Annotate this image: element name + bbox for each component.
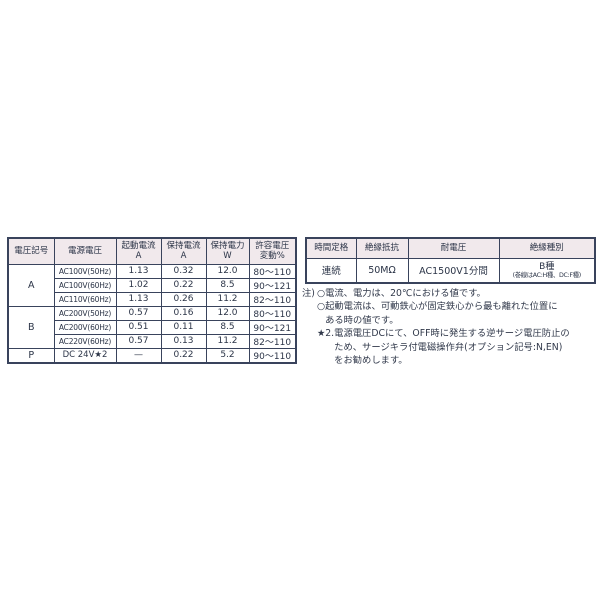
circle-bullet-icon: ○ xyxy=(316,301,326,313)
cell: 0.51 xyxy=(115,319,162,335)
cell-insulation-class: B種 (巻線はAC:H種、DC:F種) xyxy=(498,257,596,284)
table-row: AC220V(60Hz) 0.57 0.13 11.2 82〜110 xyxy=(8,333,297,349)
header-withstand-voltage: 耐電圧 xyxy=(407,237,500,259)
header-insulation-resistance: 絶縁抵抗 xyxy=(355,237,409,259)
cell: 0.22 xyxy=(160,277,207,293)
cell: 1.13 xyxy=(115,291,162,307)
rating-spec-table: 時間定格 絶縁抵抗 耐電圧 絶縁種別 連続 50MΩ AC1500V1分間 B種… xyxy=(305,237,596,284)
cell: 11.2 xyxy=(205,291,250,307)
insulation-class-main: B種 xyxy=(539,261,555,272)
cell: DC 24V★2 xyxy=(53,347,117,363)
cell: 90〜121 xyxy=(248,319,297,335)
cell: 80〜110 xyxy=(248,305,297,321)
cell: 0.26 xyxy=(160,291,207,307)
cell: 8.5 xyxy=(205,277,250,293)
cell: AC200V(50Hz) xyxy=(53,305,117,321)
rating-table-header-row: 時間定格 絶縁抵抗 耐電圧 絶縁種別 xyxy=(305,237,596,259)
cell: 0.16 xyxy=(160,305,207,321)
circle-bullet-icon: ○ xyxy=(316,288,326,299)
voltage-symbol-cell: B xyxy=(7,305,55,349)
insulation-class-sub: (巻線はAC:H種、DC:F種) xyxy=(512,271,582,279)
cell: AC220V(60Hz) xyxy=(53,333,117,349)
header-holding-current: 保持電流 A xyxy=(160,237,207,265)
cell-time-rating: 連続 xyxy=(305,257,357,284)
cell: 0.57 xyxy=(115,333,162,349)
note-item: ★2. 電源電圧DCにて、OFF時に発生する逆サージ電圧防止の ため、サージキラ… xyxy=(317,327,570,367)
cell: 1.13 xyxy=(115,263,162,279)
cell: AC200V(60Hz) xyxy=(53,319,117,335)
cell: 0.13 xyxy=(160,333,207,349)
note-text: 起動電流は、可動鉄心が固定鉄心から最も離れた位置に ある時の値です。 xyxy=(325,301,558,326)
voltage-table-header-row: 電圧記号 電源電圧 起動電流 A 保持電流 A 保持電力 W 許容電圧 変動% xyxy=(7,237,297,265)
star-bullet-icon: ★2. xyxy=(316,328,335,340)
cell: 0.22 xyxy=(160,347,207,363)
cell-insulation-resistance: 50MΩ xyxy=(355,257,409,284)
cell-withstand-voltage: AC1500V1分間 xyxy=(407,257,500,284)
table-row: P DC 24V★2 — 0.22 5.2 90〜110 xyxy=(7,347,297,363)
header-voltage-symbol: 電圧記号 xyxy=(7,237,55,265)
cell: 82〜110 xyxy=(248,291,297,307)
voltage-spec-table: 電圧記号 電源電圧 起動電流 A 保持電流 A 保持電力 W 許容電圧 変動% … xyxy=(7,237,297,364)
cell: 12.0 xyxy=(205,263,250,279)
header-insulation-class: 絶縁種別 xyxy=(498,237,596,259)
cell: 90〜110 xyxy=(248,347,297,363)
cell: AC100V(60Hz) xyxy=(53,277,117,293)
voltage-symbol-cell: P xyxy=(7,347,55,363)
table-row: 連続 50MΩ AC1500V1分間 B種 (巻線はAC:H種、DC:F種) xyxy=(305,257,596,284)
cell: 82〜110 xyxy=(248,333,297,349)
note-text: 電源電圧DCにて、OFF時に発生する逆サージ電圧防止の ため、サージキラ付電磁操… xyxy=(334,328,570,367)
note-item: ○ 起動電流は、可動鉄心が固定鉄心から最も離れた位置に ある時の値です。 xyxy=(317,300,570,327)
cell: 8.5 xyxy=(205,319,250,335)
header-starting-current: 起動電流 A xyxy=(115,237,162,265)
header-time-rating: 時間定格 xyxy=(305,237,357,259)
cell: 0.32 xyxy=(160,263,207,279)
cell: 90〜121 xyxy=(248,277,297,293)
cell: — xyxy=(115,347,162,363)
cell: 11.2 xyxy=(205,333,250,349)
note-text: 電流、電力は、20℃における値です。 xyxy=(325,288,486,299)
table-row: B AC200V(50Hz) 0.57 0.16 12.0 80〜110 xyxy=(7,305,297,349)
cell: 0.11 xyxy=(160,319,207,335)
voltage-symbol-cell: A xyxy=(7,263,55,307)
table-row: AC100V(60Hz) 1.02 0.22 8.5 90〜121 xyxy=(8,277,297,293)
cell: 1.02 xyxy=(115,277,162,293)
cell: 80〜110 xyxy=(248,263,297,279)
cell: 5.2 xyxy=(205,347,250,363)
cell: AC100V(50Hz) xyxy=(53,263,117,279)
header-allowable-voltage-fluctuation: 許容電圧 変動% xyxy=(248,237,297,265)
table-row: A AC100V(50Hz) 1.13 0.32 12.0 80〜110 xyxy=(7,263,297,307)
note-item: ○ 電流、電力は、20℃における値です。 xyxy=(317,287,570,300)
note-marker: 注) xyxy=(302,288,315,299)
header-supply-voltage: 電源電圧 xyxy=(53,237,117,265)
footnotes: 注) ○ 電流、電力は、20℃における値です。 ○ 起動電流は、可動鉄心が固定鉄… xyxy=(302,287,600,367)
cell: 12.0 xyxy=(205,305,250,321)
cell: AC110V(60Hz) xyxy=(53,291,117,307)
header-holding-power: 保持電力 W xyxy=(205,237,250,265)
cell: 0.57 xyxy=(115,305,162,321)
